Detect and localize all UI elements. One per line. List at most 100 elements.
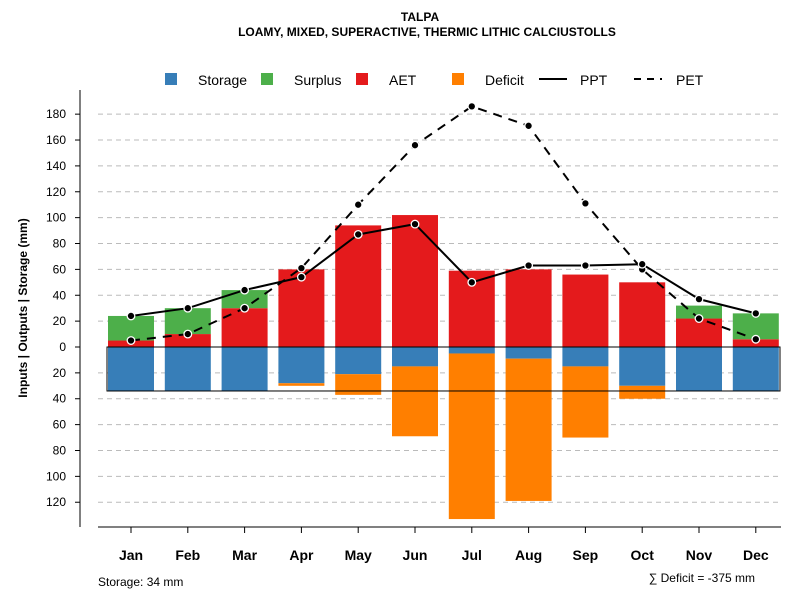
x-tick-label-mar: Mar (232, 547, 257, 563)
ppt-line-point (524, 261, 534, 270)
storage-bar (505, 347, 552, 359)
aet-bar (164, 334, 211, 347)
deficit-bar (335, 374, 382, 395)
y-tick-label: 60 (53, 262, 67, 276)
x-tick-label-jan: Jan (119, 547, 143, 563)
legend: Storage Surplus AET Deficit PPT PET (165, 72, 704, 88)
storage-bar (448, 347, 495, 354)
x-tick-label-apr: Apr (289, 547, 314, 563)
lines (126, 101, 761, 345)
y-tick-label: 40 (53, 288, 67, 302)
storage-bar (221, 347, 268, 391)
x-tick-label-may: May (345, 547, 372, 563)
ppt-line-point (240, 285, 250, 295)
pet-line-point (410, 140, 420, 150)
legend-label-ppt: PPT (580, 72, 608, 88)
pet-line-point (240, 303, 250, 313)
legend-swatch-storage (165, 73, 177, 85)
pet-line (130, 105, 757, 342)
storage-bar (676, 347, 722, 391)
aet-bar (392, 215, 438, 347)
y-tick-label: 100 (46, 211, 66, 225)
storage-bar (732, 347, 779, 391)
gridlines (98, 113, 781, 503)
x-tick-label-jul: Jul (462, 547, 482, 563)
aet-bar (335, 225, 382, 347)
y-tick-label: 80 (53, 443, 67, 457)
y-tick-label: 100 (46, 469, 66, 483)
legend-label-aet: AET (389, 72, 417, 88)
x-tick-label-sep: Sep (573, 547, 599, 563)
deficit-bar (392, 366, 438, 437)
storage-bar (164, 347, 211, 391)
deficit-bar (278, 383, 325, 386)
x-tick-label-feb: Feb (175, 547, 200, 563)
ppt-line-point (694, 294, 704, 304)
ppt-line-point (183, 303, 193, 313)
ppt-line-point (580, 261, 590, 270)
ppt-line-point (126, 311, 136, 321)
y-tick-label: 20 (53, 314, 67, 328)
pet-line-point (524, 121, 534, 131)
legend-label-pet: PET (676, 72, 704, 88)
ppt-line-point (751, 308, 761, 318)
storage-bar (108, 347, 154, 391)
ppt-line (130, 223, 757, 317)
y-tick-label: 20 (53, 366, 67, 380)
aet-bar (278, 269, 325, 347)
y-tick-label: 60 (53, 418, 67, 432)
y-tick-label: 40 (53, 392, 67, 406)
x-ticks: Jan Feb Mar Apr May Jun Jul Aug Sep Oct Nov Dec (119, 527, 769, 563)
aet-bar (221, 308, 268, 347)
y-tick-label: 180 (46, 107, 66, 121)
legend-swatch-aet (356, 73, 368, 85)
legend-swatch-deficit (452, 73, 464, 85)
y-tick-label: 80 (53, 237, 67, 251)
pet-line-point (467, 101, 477, 111)
deficit-bar (505, 358, 552, 501)
pet-line-point (353, 200, 363, 210)
legend-label-storage: Storage (198, 72, 247, 88)
ppt-line-point (296, 272, 306, 282)
ppt-line-point (410, 219, 420, 229)
chart-subtitle: LOAMY, MIXED, SUPERACTIVE, THERMIC LITHI… (238, 25, 616, 39)
bars (108, 215, 779, 520)
ppt-line-point (637, 259, 647, 269)
chart-title: TALPA (401, 10, 440, 24)
x-tick-label-jun: Jun (403, 547, 428, 563)
pet-line-point (183, 329, 193, 339)
pet-line-point (580, 198, 590, 208)
x-tick-label-dec: Dec (743, 547, 769, 563)
aet-bar (505, 269, 552, 347)
storage-note: Storage: 34 mm (98, 575, 183, 589)
deficit-note: ∑ Deficit = -375 mm (649, 571, 755, 585)
deficit-bar (448, 353, 495, 520)
ppt-line-point (353, 230, 363, 239)
pet-line-point (126, 336, 136, 345)
deficit-bar (562, 366, 609, 438)
y-axis-label: Inputs | Outputs | Storage (mm) (16, 218, 30, 397)
y-tick-label: 140 (46, 159, 66, 173)
storage-bar (335, 347, 382, 375)
y-ticks: 20 40 60 80 100 120 140 160 180 0 20 40 60 80 100 120 (46, 107, 80, 509)
x-tick-label-aug: Aug (515, 547, 542, 563)
storage-capacity-frame (106, 346, 781, 392)
storage-frame (106, 346, 781, 392)
x-tick-label-nov: Nov (686, 547, 713, 563)
x-tick-label-oct: Oct (631, 547, 655, 563)
y-tick-label: 120 (46, 495, 66, 509)
pet-line-point (296, 263, 306, 273)
ppt-line-point (467, 277, 477, 287)
legend-label-deficit: Deficit (485, 72, 524, 88)
y-tick-label: 160 (46, 133, 66, 147)
aet-bar (619, 282, 666, 347)
axes (79, 90, 781, 528)
pet-line-point (751, 334, 761, 344)
deficit-bar (619, 385, 666, 399)
legend-swatch-surplus (261, 73, 273, 85)
aet-bar (562, 274, 609, 347)
storage-bar (392, 347, 438, 367)
legend-label-surplus: Surplus (294, 72, 341, 88)
storage-bar (278, 347, 325, 384)
